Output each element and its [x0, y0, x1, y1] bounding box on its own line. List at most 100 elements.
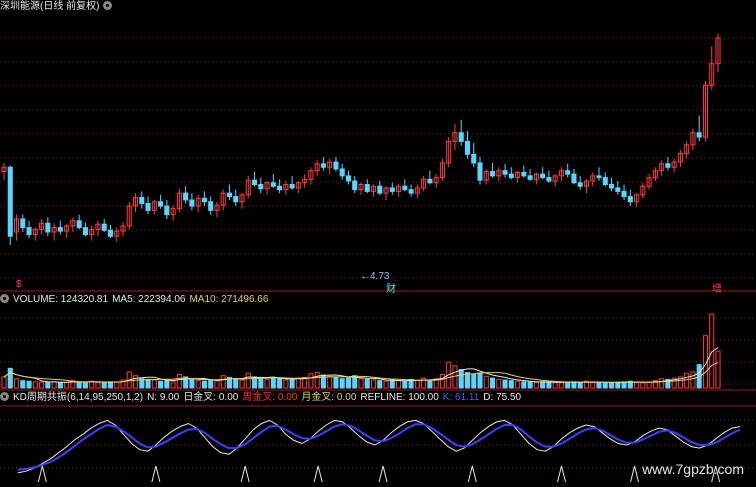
candle-body: [590, 175, 596, 182]
kd-n-label: N: 9.00: [147, 392, 180, 403]
candle-body: [458, 132, 464, 142]
candle-body: [164, 205, 170, 216]
candle-body: [251, 179, 258, 185]
candle-body: [396, 185, 402, 192]
candle-body: [690, 132, 696, 146]
volume-bar: [214, 380, 220, 389]
volume-bar: [640, 382, 646, 389]
volume-bar: [277, 378, 283, 389]
d-label: D: 75.50: [483, 392, 522, 403]
candle-body: [702, 84, 709, 138]
volume-bar: [295, 377, 301, 389]
volume-bar: [183, 376, 189, 389]
candle-body: [521, 171, 527, 177]
volume-bar: [233, 378, 239, 389]
candle-body: [533, 173, 539, 180]
candle-body: [39, 222, 45, 230]
volume-bar: [427, 379, 433, 389]
volume-bar: [289, 378, 295, 389]
candle-body: [45, 222, 51, 233]
low-price-annotation: ←4.73: [360, 271, 390, 282]
candle-body: [659, 163, 665, 172]
gear-icon[interactable]: [103, 0, 113, 10]
volume-bar: [201, 380, 207, 389]
volume-bar: [483, 375, 489, 389]
volume-bar: [558, 382, 564, 389]
candle-body: [608, 184, 615, 189]
gear-icon[interactable]: [0, 391, 9, 401]
volume-bar: [333, 376, 339, 389]
volume-bar: [327, 375, 333, 389]
candle-body: [389, 187, 395, 192]
volume-bar: [402, 380, 408, 389]
volume-bar: [264, 378, 270, 389]
candle-body: [671, 161, 677, 168]
volume-bar: [32, 381, 38, 389]
volume-bar: [7, 367, 13, 389]
golden-cross-marker: [313, 465, 323, 483]
candle-body: [646, 177, 652, 187]
k-line: [17, 419, 741, 474]
candle-body: [195, 197, 201, 207]
ma10-label: MA10: 271496.66: [189, 294, 269, 305]
volume-bar: [189, 378, 195, 389]
candle-body: [176, 192, 182, 210]
candle-body: [308, 170, 314, 180]
volume-bar: [101, 382, 107, 389]
volume-bar: [383, 380, 389, 389]
volume-bar: [596, 382, 602, 389]
volume-bar: [345, 377, 352, 389]
candle-body: [577, 182, 583, 187]
candle-body: [189, 199, 195, 207]
volume-bar: [496, 378, 502, 389]
candle-body: [402, 185, 408, 191]
golden-cross-marker: [711, 465, 721, 483]
volume-bar: [95, 381, 101, 389]
volume-bar: [590, 381, 596, 389]
volume-bar: [314, 372, 320, 389]
candle-body: [170, 208, 176, 216]
kd-lines: [17, 419, 741, 474]
volume-bar: [709, 313, 715, 389]
volume-bar: [107, 381, 114, 389]
candle-body: [471, 153, 477, 164]
candle-body: [583, 180, 590, 187]
candle-body: [515, 171, 521, 179]
ma5-line: [3, 347, 719, 384]
volume-bar: [226, 377, 233, 389]
volume-bar: [13, 378, 20, 389]
candle-body: [677, 152, 683, 163]
cai-marker[interactable]: 财: [386, 284, 396, 295]
gear-icon[interactable]: [0, 293, 9, 303]
candle-body: [652, 170, 658, 179]
zeng-marker[interactable]: 增: [712, 284, 722, 295]
volume-bar: [489, 377, 496, 389]
candle-body: [258, 184, 264, 190]
month-cross-label: 月金叉: 0.00: [301, 392, 357, 403]
candle-body: [358, 184, 364, 191]
volume-bar: [439, 373, 445, 389]
candle-body: [446, 140, 452, 164]
candle-body: [245, 179, 251, 196]
volume-bar: [690, 371, 696, 389]
volume-label: VOLUME: 124320.81: [13, 294, 109, 305]
watermark: www.7gpzb.com: [642, 461, 744, 477]
candle-body: [289, 184, 295, 189]
volume-bar: [521, 381, 527, 389]
candle-body: [233, 196, 239, 203]
kd-cross-markers: [37, 465, 721, 483]
candle-body: [183, 192, 189, 201]
candle-body: [496, 170, 502, 177]
k-label: K: 61.11: [442, 392, 480, 403]
candle-body: [364, 184, 370, 192]
candle-body: [283, 184, 289, 191]
volume-bar: [652, 380, 658, 389]
candle-body: [665, 163, 671, 168]
volume-bar: [51, 381, 57, 389]
price-panel-header: 深圳能源(日线 前复权): [0, 0, 116, 14]
candle-body: [320, 163, 326, 168]
candle-body: [715, 37, 721, 65]
candle-body: [621, 190, 627, 198]
volume-bar: [120, 379, 126, 389]
